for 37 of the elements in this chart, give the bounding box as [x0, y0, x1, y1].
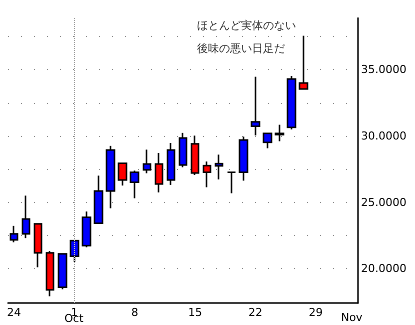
candlestick — [34, 223, 42, 268]
x-tick-label: 15 — [188, 306, 202, 319]
x-tick-label: 29 — [308, 306, 323, 319]
x-tick-label: 24 — [7, 306, 22, 319]
candlestick — [82, 210, 92, 248]
candlestick — [58, 253, 68, 290]
candlestick — [46, 250, 54, 297]
candlestick — [10, 225, 18, 244]
candlestick — [142, 148, 152, 174]
candlestick — [226, 172, 236, 194]
candlestick — [262, 132, 272, 150]
candlestick — [190, 134, 200, 176]
x-tick-label: 22 — [248, 306, 262, 319]
candlestick — [214, 154, 224, 180]
y-tick-label: 30.0000 — [361, 129, 406, 142]
candlestick — [238, 136, 248, 182]
candlestick — [22, 194, 30, 239]
y-tick-label: 25.0000 — [361, 196, 406, 209]
candlestick — [286, 75, 296, 130]
y-tick-label: 35.0000 — [361, 63, 406, 76]
candlestick — [154, 152, 164, 194]
candlestick — [178, 132, 188, 168]
text: Nov — [340, 311, 363, 324]
annotation: ほとんど実体のない — [197, 19, 296, 32]
y-tick-label: 20.0000 — [361, 262, 406, 276]
candlestick — [130, 170, 140, 200]
candlestick — [70, 240, 80, 263]
candlestick — [298, 35, 308, 90]
candlestick — [202, 160, 212, 188]
candlestick — [118, 162, 128, 186]
x-tick-label: 8 — [131, 306, 138, 319]
candlestick — [106, 145, 116, 209]
candlestick — [94, 174, 104, 225]
candlestick — [250, 76, 260, 136]
annotation: 後味の悪い日足だ — [197, 42, 285, 55]
candlestick — [166, 142, 176, 186]
candlestick — [274, 124, 284, 142]
